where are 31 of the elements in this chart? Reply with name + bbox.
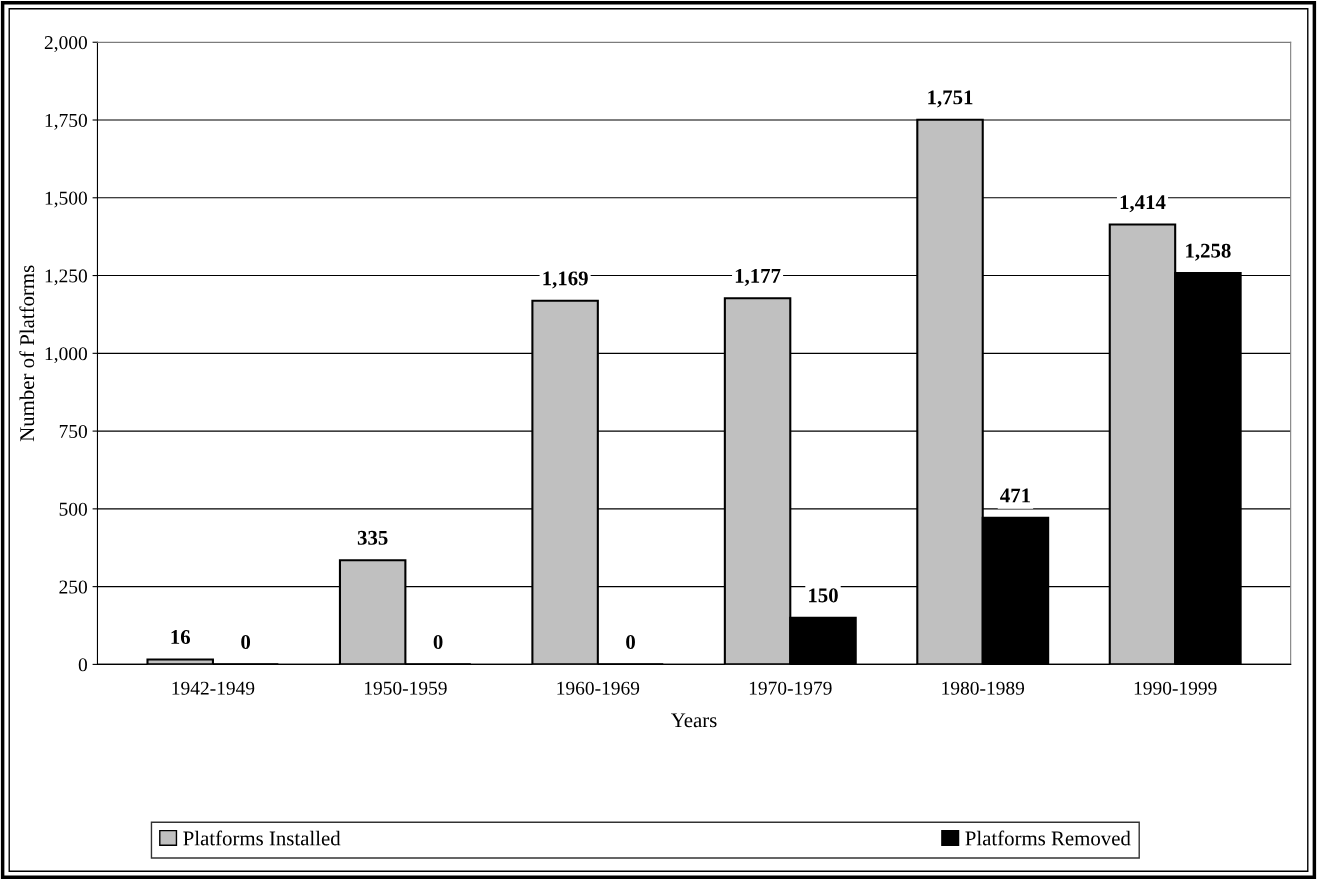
data-label: 150: [809, 588, 838, 603]
x-tick-label: 1970-1979: [749, 681, 832, 695]
x-tick-label: 1960-1969: [557, 681, 640, 695]
y-tick-label: 1,500: [45, 191, 87, 208]
x-tick-label: 1980-1989: [942, 681, 1025, 695]
x-tick-label: 1990-1999: [1134, 681, 1217, 695]
legend-label: Platforms Removed: [965, 830, 1131, 846]
x-axis-title: Years: [671, 713, 717, 728]
data-label: 335: [357, 530, 388, 545]
y-tick-label: 1,750: [45, 113, 87, 130]
data-label: 1,258: [1186, 243, 1231, 261]
data-label: 0: [626, 635, 635, 650]
y-tick-label: 2,000: [44, 36, 87, 52]
x-tick-label: 1950-1959: [364, 681, 447, 695]
data-label: 1,169: [543, 271, 588, 289]
legend-label: Platforms Installed: [183, 830, 341, 846]
y-tick-label: 500: [59, 502, 87, 516]
data-label: 471: [1000, 488, 1030, 503]
y-tick-label: 250: [59, 580, 87, 594]
y-tick-label: 1,250: [45, 269, 87, 286]
x-tick-label: 1942-1949: [172, 681, 255, 695]
y-tick-label: 750: [59, 424, 87, 439]
y-axis-title: Number of Platforms: [19, 265, 35, 442]
data-label: 1,751: [928, 90, 973, 108]
data-label: 0: [433, 635, 443, 650]
data-label: 1,177: [735, 268, 781, 286]
y-tick-label: 1,000: [45, 347, 87, 364]
data-label: 16: [171, 630, 191, 645]
y-tick-label: 0: [78, 658, 87, 672]
data-label: 1,414: [1120, 195, 1166, 213]
data-label: 0: [241, 635, 251, 650]
